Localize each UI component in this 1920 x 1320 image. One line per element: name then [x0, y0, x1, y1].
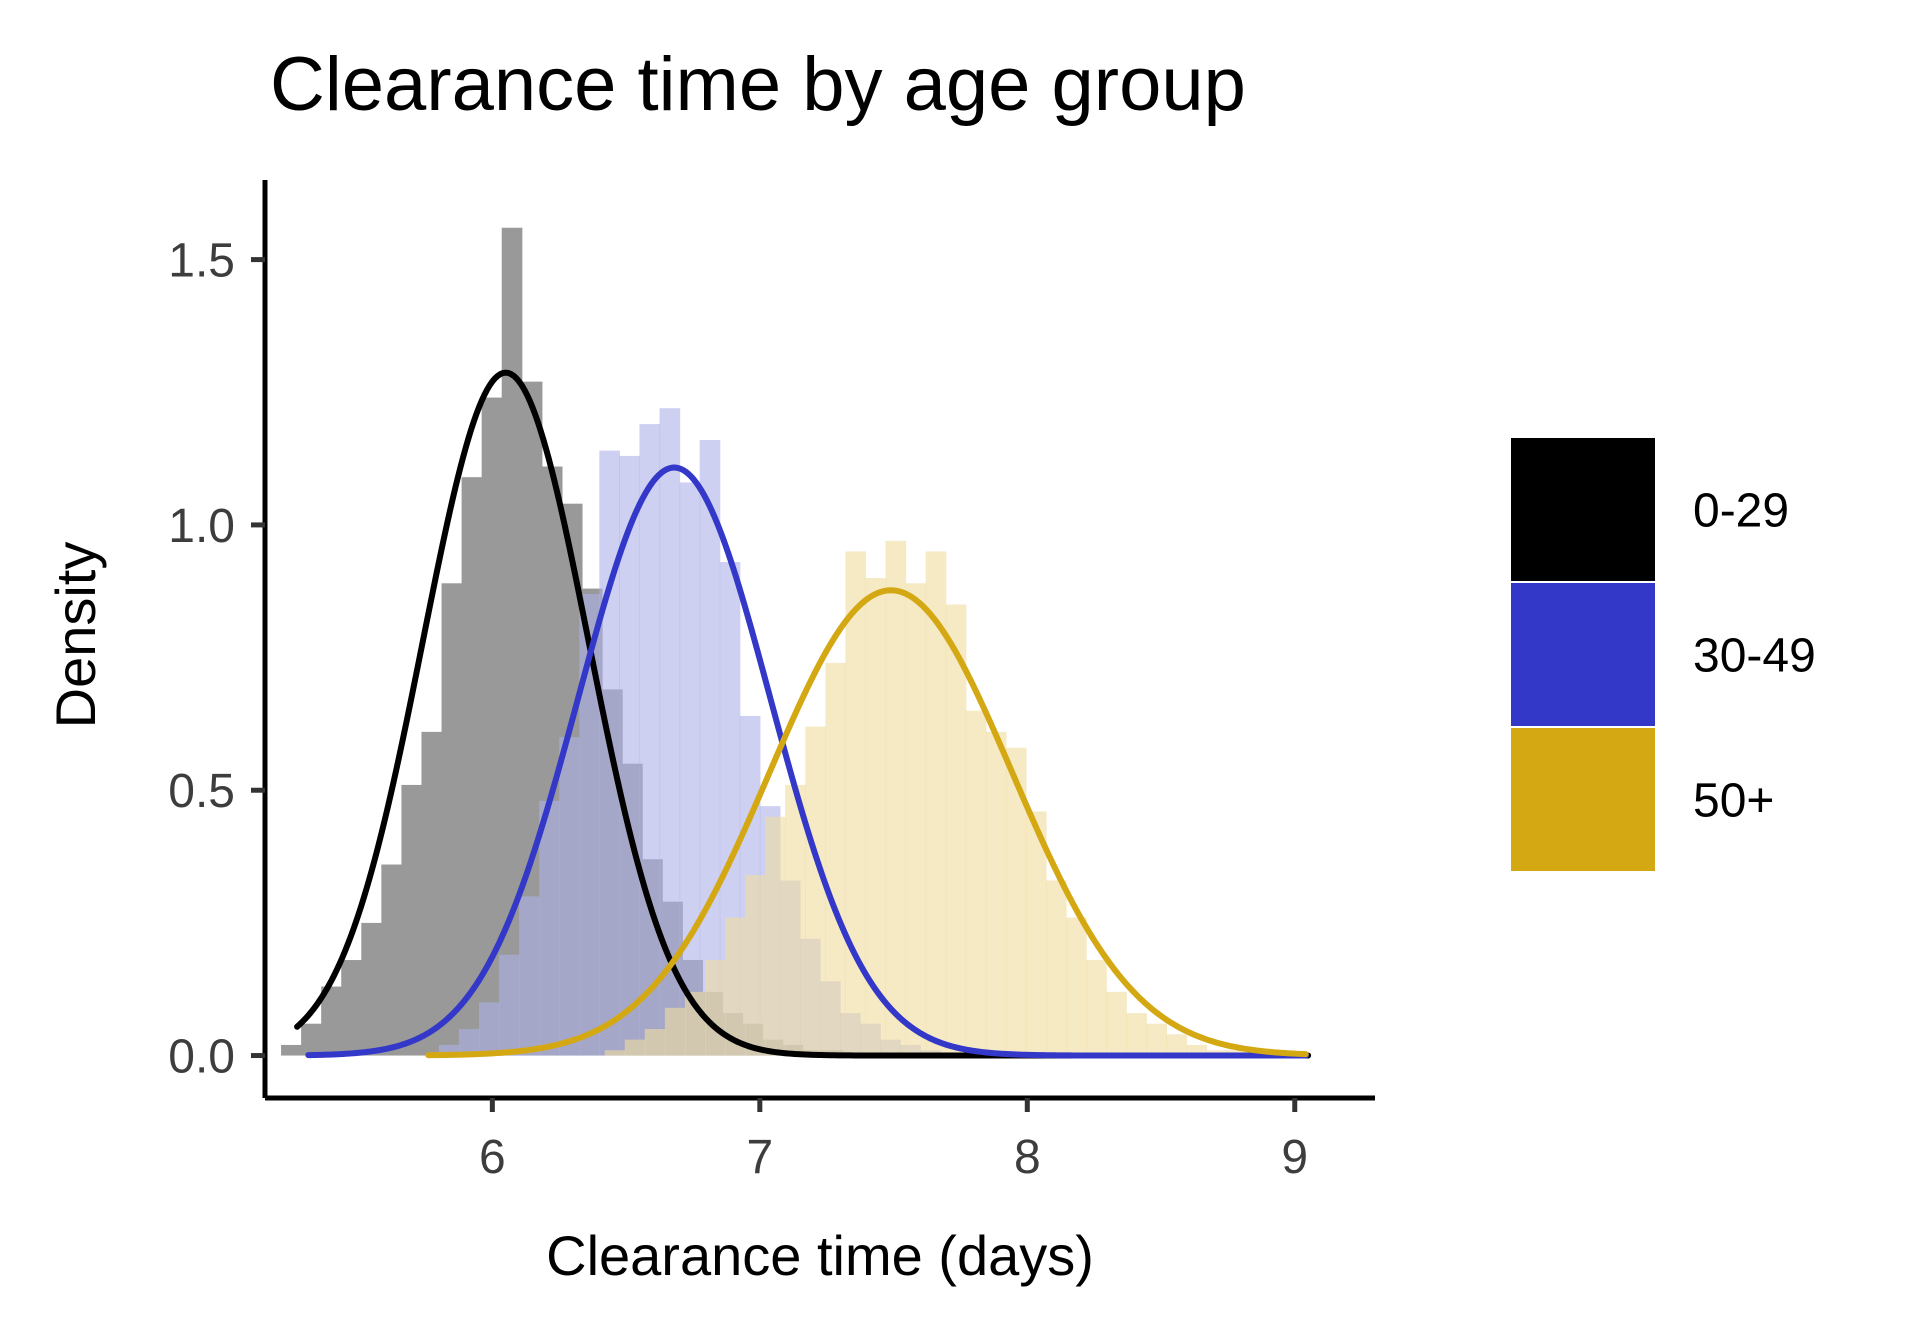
histogram-bar — [699, 440, 721, 1056]
histogram-bar — [301, 1023, 322, 1056]
x-ticks: 6 7 8 9 — [479, 1098, 1308, 1184]
histogram-bar — [765, 816, 786, 1056]
histogram-bar — [865, 577, 887, 1056]
histogram-bar — [401, 784, 423, 1056]
histogram-bar — [539, 800, 560, 1056]
x-axis-title: Clearance time (days) — [546, 1224, 1094, 1287]
histogram-bar — [499, 954, 520, 1056]
histogram-bar — [421, 731, 443, 1056]
histogram-bar — [438, 1044, 460, 1056]
histogram-bar — [639, 424, 661, 1056]
histogram-bar — [604, 1050, 626, 1056]
histogram-bar — [1186, 1044, 1208, 1056]
histogram-bar — [704, 960, 726, 1056]
histogram-bar — [1106, 991, 1127, 1056]
histogram-bar — [905, 583, 927, 1056]
histogram-bar — [965, 710, 987, 1056]
histogram-bar — [679, 482, 701, 1056]
legend-key-50+ — [1511, 728, 1655, 871]
histogram-bar — [481, 397, 503, 1056]
histogram-bar — [1086, 960, 1107, 1056]
density-curve-30-49 — [305, 464, 1309, 1059]
density-curve-layer — [294, 369, 1312, 1059]
legend-label: 30-49 — [1693, 630, 1816, 683]
legend-key-30-49 — [1511, 583, 1655, 726]
y-axis-title: Density — [44, 542, 107, 729]
histogram-bar — [1146, 1023, 1167, 1056]
chart-title: Clearance time by age group — [270, 42, 1246, 127]
histogram-bar — [945, 604, 967, 1056]
histogram-50+ — [604, 540, 1268, 1056]
y-tick-label: 1.0 — [168, 500, 235, 553]
histogram-bar — [845, 551, 867, 1056]
histogram-bar — [461, 477, 483, 1056]
density-curve-50+ — [425, 587, 1309, 1059]
histogram-bar — [501, 227, 523, 1056]
histogram-bar — [579, 593, 600, 1056]
histogram-bar — [281, 1044, 302, 1056]
y-ticks: 0.0 0.5 1.0 1.5 — [168, 235, 265, 1084]
legend: 0-29 30-49 50+ — [1511, 438, 1816, 871]
histogram-bar — [559, 737, 580, 1056]
plot-area — [281, 227, 1312, 1059]
histogram-bar — [745, 875, 766, 1056]
x-tick-label: 9 — [1281, 1131, 1308, 1184]
histogram-bar — [725, 917, 746, 1056]
legend-label: 50+ — [1693, 775, 1774, 828]
histogram-bar — [1066, 917, 1087, 1056]
histogram-bar — [785, 784, 806, 1056]
histogram-bar — [925, 551, 947, 1056]
histogram-bar — [1126, 1013, 1147, 1056]
histogram-bar — [659, 408, 681, 1056]
histogram-bar — [885, 540, 907, 1056]
histogram-bar — [985, 731, 1007, 1056]
histogram-bar — [521, 381, 543, 1056]
axes: 6 7 8 9 0.0 0.5 1.0 1.5 — [168, 180, 1375, 1184]
y-tick-label: 0.5 — [168, 765, 235, 818]
histogram-bar — [1166, 1034, 1188, 1056]
histogram-bar — [441, 583, 463, 1056]
histogram-bar — [1025, 811, 1047, 1056]
y-tick-label: 0.0 — [168, 1031, 235, 1084]
histogram-bar — [458, 1029, 480, 1056]
histogram-bar — [381, 864, 403, 1056]
histogram-bar — [321, 986, 342, 1056]
legend-key-0-29 — [1511, 438, 1655, 581]
y-tick-label: 1.5 — [168, 235, 235, 288]
histogram-bar — [361, 922, 382, 1056]
histogram-bar — [825, 662, 847, 1056]
histogram-bar — [478, 1002, 500, 1056]
histogram-layer — [281, 227, 1268, 1056]
histogram-bar — [624, 1039, 646, 1056]
histogram-bar — [341, 960, 362, 1056]
histogram-bar — [519, 896, 540, 1056]
x-tick-label: 6 — [479, 1131, 506, 1184]
histogram-bar — [805, 726, 826, 1056]
x-tick-label: 7 — [746, 1131, 773, 1184]
histogram-bar — [644, 1029, 666, 1056]
legend-label: 0-29 — [1693, 485, 1789, 538]
histogram-bar — [619, 455, 641, 1056]
x-tick-label: 8 — [1014, 1131, 1041, 1184]
histogram-bar — [664, 1007, 686, 1056]
histogram-bar — [1046, 880, 1067, 1056]
histogram-bar — [1005, 747, 1027, 1056]
